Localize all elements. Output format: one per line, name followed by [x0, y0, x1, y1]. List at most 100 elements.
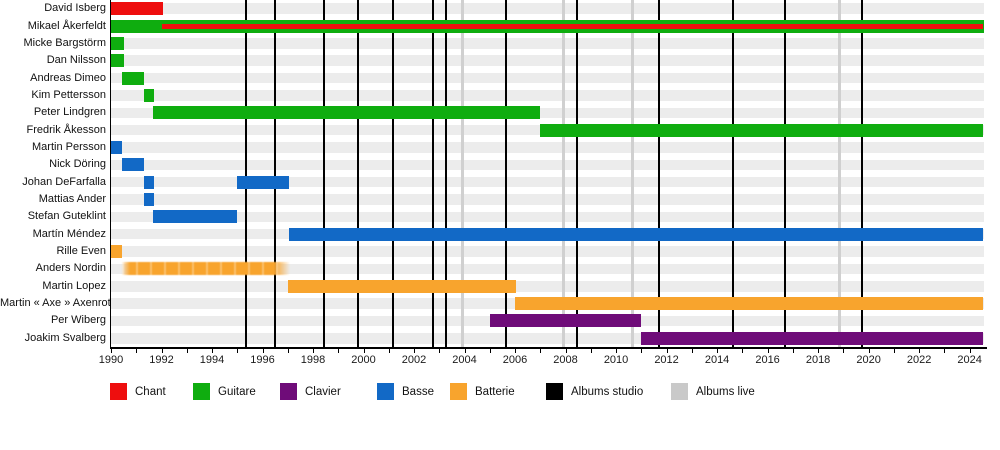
- axis-tick-label: 2020: [856, 354, 881, 366]
- legend-label: Guitare: [218, 386, 256, 398]
- row-label-17: Martin Lopez: [42, 279, 106, 292]
- row-label-12: Mattias Ander: [38, 193, 106, 206]
- studio-album-line: [732, 0, 735, 347]
- legend-swatch: [280, 383, 297, 400]
- axis-tick-label: 2018: [805, 354, 831, 366]
- axis-tick-label: 2014: [704, 354, 730, 366]
- axis-tick: [388, 349, 390, 353]
- legend-label: Clavier: [305, 386, 341, 398]
- y-axis-line: [110, 0, 111, 347]
- row-label-6: Kim Pettersson: [31, 88, 106, 101]
- row-stripe: [111, 90, 984, 101]
- axis-tick: [590, 349, 592, 353]
- legend-swatch: [377, 383, 394, 400]
- row-stripe: [111, 72, 984, 84]
- x-axis-line: [110, 347, 987, 349]
- axis-tick: [767, 349, 769, 353]
- row-label-9: Martin Persson: [32, 140, 106, 153]
- timeline-bar-clavier: [641, 331, 984, 345]
- axis-tick: [616, 349, 618, 353]
- row-label-19: Per Wiberg: [50, 314, 106, 327]
- timeline-bar-basse: [122, 158, 144, 172]
- row-stripe: [111, 38, 984, 49]
- axis-tick: [363, 349, 365, 353]
- legend-swatch: [671, 383, 688, 400]
- row-label-7: Peter Lindgren: [33, 106, 106, 119]
- axis-tick: [893, 349, 895, 353]
- timeline-bar-batterie: [122, 262, 291, 276]
- live-album-line: [630, 0, 634, 347]
- axis-tick: [515, 349, 517, 353]
- axis-tick: [464, 349, 466, 353]
- studio-album-line: [784, 0, 787, 347]
- timeline-bar-guitare: [152, 106, 541, 120]
- studio-album-line: [444, 0, 447, 347]
- timeline-bar-guitare: [111, 36, 124, 50]
- row-label-18: Martin « Axe » Axenrot: [0, 297, 111, 310]
- axis-tick-label: 2000: [351, 354, 376, 366]
- studio-album-line: [323, 0, 326, 347]
- studio-album-line: [657, 0, 660, 347]
- row-label-15: Rille Even: [56, 245, 106, 258]
- row-label-20: Joakim Svalberg: [24, 331, 106, 344]
- timeline-bar-chant: [111, 2, 163, 16]
- timeline-bar-basse: [289, 227, 984, 241]
- legend-label: Batterie: [475, 386, 515, 398]
- axis-tick: [868, 349, 870, 353]
- axis-tick: [717, 349, 719, 353]
- row-label-8: Fredrik Åkesson: [26, 123, 106, 136]
- legend-swatch: [546, 383, 563, 400]
- live-album-line: [460, 0, 464, 347]
- row-label-16: Anders Nordin: [35, 262, 106, 275]
- axis-tick-label: 2004: [452, 354, 477, 366]
- row-stripe: [111, 281, 984, 292]
- axis-tick: [136, 349, 138, 353]
- axis-tick: [489, 349, 491, 353]
- axis-tick-label: 2012: [654, 354, 679, 366]
- live-album-line: [838, 0, 842, 347]
- axis-tick-label: 1990: [98, 354, 124, 366]
- studio-album-line: [575, 0, 578, 347]
- axis-tick: [338, 349, 340, 353]
- row-label-2: Mikael Åkerfeldt: [27, 19, 106, 32]
- axis-tick-label: 2002: [401, 354, 427, 366]
- timeline-bar-chant: [161, 23, 984, 29]
- axis-tick: [691, 349, 693, 353]
- legend-swatch: [193, 383, 210, 400]
- row-stripe: [111, 263, 984, 275]
- studio-album-line: [505, 0, 508, 347]
- axis-tick-label: 2006: [502, 354, 528, 366]
- axis-tick: [111, 349, 112, 353]
- axis-tick-label: 1996: [250, 354, 275, 366]
- studio-album-line: [861, 0, 864, 347]
- legend-label: Chant: [135, 386, 166, 398]
- legend-label: Basse: [402, 386, 434, 398]
- row-stripe: [111, 194, 984, 205]
- studio-album-line: [274, 0, 277, 347]
- row-label-4: Dan Nilsson: [46, 54, 106, 67]
- row-stripe: [111, 246, 984, 257]
- legend-label: Albums live: [696, 386, 755, 398]
- row-stripe: [111, 3, 984, 14]
- row-label-1: David Isberg: [44, 2, 106, 15]
- axis-tick: [161, 349, 163, 353]
- timeline-bar-guitare: [143, 88, 154, 102]
- timeline-bar-basse: [152, 210, 238, 224]
- axis-tick: [818, 349, 820, 353]
- studio-album-line: [431, 0, 434, 347]
- timeline-bar-guitare: [122, 71, 144, 85]
- axis-tick: [969, 349, 971, 353]
- axis-tick: [237, 349, 239, 353]
- timeline-bar-batterie: [111, 245, 123, 259]
- axis-tick: [186, 349, 188, 353]
- legend-swatch: [110, 383, 127, 400]
- timeline-bar-basse: [111, 140, 123, 154]
- row-label-3: Micke Bargstörm: [23, 36, 106, 49]
- axis-tick-label: 2022: [906, 354, 932, 366]
- timeline-bar-basse: [237, 175, 290, 189]
- timeline-bar-clavier: [489, 314, 642, 328]
- row-label-14: Martín Méndez: [32, 227, 106, 240]
- row-stripe: [111, 333, 984, 344]
- row-stripe: [111, 142, 984, 153]
- timeline-bar-guitare: [540, 123, 984, 137]
